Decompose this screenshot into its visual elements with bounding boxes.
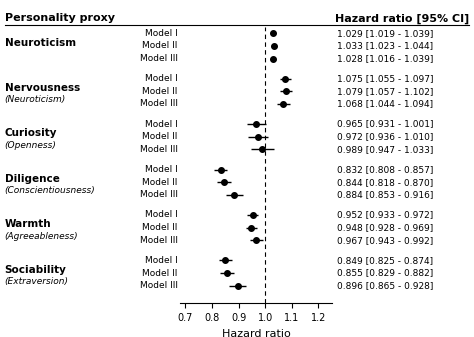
- Text: Hazard ratio [95% CI]: Hazard ratio [95% CI]: [335, 13, 469, 24]
- Text: (Openness): (Openness): [5, 141, 56, 150]
- Text: Model II: Model II: [142, 223, 178, 232]
- Text: 1.079 [1.057 - 1.102]: 1.079 [1.057 - 1.102]: [337, 87, 433, 96]
- Text: Curiosity: Curiosity: [5, 128, 57, 139]
- Text: 1.029 [1.019 - 1.039]: 1.029 [1.019 - 1.039]: [337, 29, 433, 38]
- Text: 0.972 [0.936 - 1.010]: 0.972 [0.936 - 1.010]: [337, 132, 433, 141]
- Text: Model I: Model I: [145, 211, 178, 219]
- Text: 1.028 [1.016 - 1.039]: 1.028 [1.016 - 1.039]: [337, 54, 433, 63]
- Text: 0.844 [0.818 - 0.870]: 0.844 [0.818 - 0.870]: [337, 178, 433, 187]
- Text: 0.849 [0.825 - 0.874]: 0.849 [0.825 - 0.874]: [337, 256, 433, 265]
- Text: (Conscientiousness): (Conscientiousness): [5, 186, 95, 195]
- Text: Warmth: Warmth: [5, 219, 51, 229]
- X-axis label: Hazard ratio: Hazard ratio: [221, 329, 291, 337]
- Text: Model III: Model III: [140, 281, 178, 290]
- Text: Model III: Model III: [140, 99, 178, 109]
- Text: 0.952 [0.933 - 0.972]: 0.952 [0.933 - 0.972]: [337, 211, 433, 219]
- Text: Model III: Model III: [140, 145, 178, 154]
- Text: 1.075 [1.055 - 1.097]: 1.075 [1.055 - 1.097]: [337, 74, 433, 83]
- Text: Nervousness: Nervousness: [5, 83, 80, 93]
- Text: (Extraversion): (Extraversion): [5, 277, 69, 286]
- Text: 0.896 [0.865 - 0.928]: 0.896 [0.865 - 0.928]: [337, 281, 433, 290]
- Text: Model I: Model I: [145, 74, 178, 83]
- Text: Model II: Model II: [142, 87, 178, 96]
- Text: 1.068 [1.044 - 1.094]: 1.068 [1.044 - 1.094]: [337, 99, 433, 109]
- Text: Model III: Model III: [140, 236, 178, 245]
- Text: 0.948 [0.928 - 0.969]: 0.948 [0.928 - 0.969]: [337, 223, 433, 232]
- Text: Model I: Model I: [145, 256, 178, 265]
- Text: Model II: Model II: [142, 41, 178, 51]
- Text: Neuroticism: Neuroticism: [5, 37, 76, 48]
- Text: (Neuroticism): (Neuroticism): [5, 95, 66, 104]
- Text: Model II: Model II: [142, 178, 178, 187]
- Text: 0.832 [0.808 - 0.857]: 0.832 [0.808 - 0.857]: [337, 165, 433, 174]
- Text: Model III: Model III: [140, 54, 178, 63]
- Text: 0.884 [0.853 - 0.916]: 0.884 [0.853 - 0.916]: [337, 190, 433, 199]
- Text: Sociability: Sociability: [5, 265, 67, 275]
- Text: 0.855 [0.829 - 0.882]: 0.855 [0.829 - 0.882]: [337, 269, 433, 277]
- Text: 0.967 [0.943 - 0.992]: 0.967 [0.943 - 0.992]: [337, 236, 433, 245]
- Text: (Agreeableness): (Agreeableness): [5, 232, 78, 241]
- Text: Diligence: Diligence: [5, 174, 60, 184]
- Text: Model III: Model III: [140, 190, 178, 199]
- Text: Model I: Model I: [145, 29, 178, 38]
- Text: 0.989 [0.947 - 1.033]: 0.989 [0.947 - 1.033]: [337, 145, 433, 154]
- Text: 0.965 [0.931 - 1.001]: 0.965 [0.931 - 1.001]: [337, 120, 433, 129]
- Text: Model I: Model I: [145, 120, 178, 129]
- Text: Personality proxy: Personality proxy: [5, 13, 115, 24]
- Text: 1.033 [1.023 - 1.044]: 1.033 [1.023 - 1.044]: [337, 41, 433, 51]
- Text: Model II: Model II: [142, 132, 178, 141]
- Text: Model II: Model II: [142, 269, 178, 277]
- Text: Model I: Model I: [145, 165, 178, 174]
